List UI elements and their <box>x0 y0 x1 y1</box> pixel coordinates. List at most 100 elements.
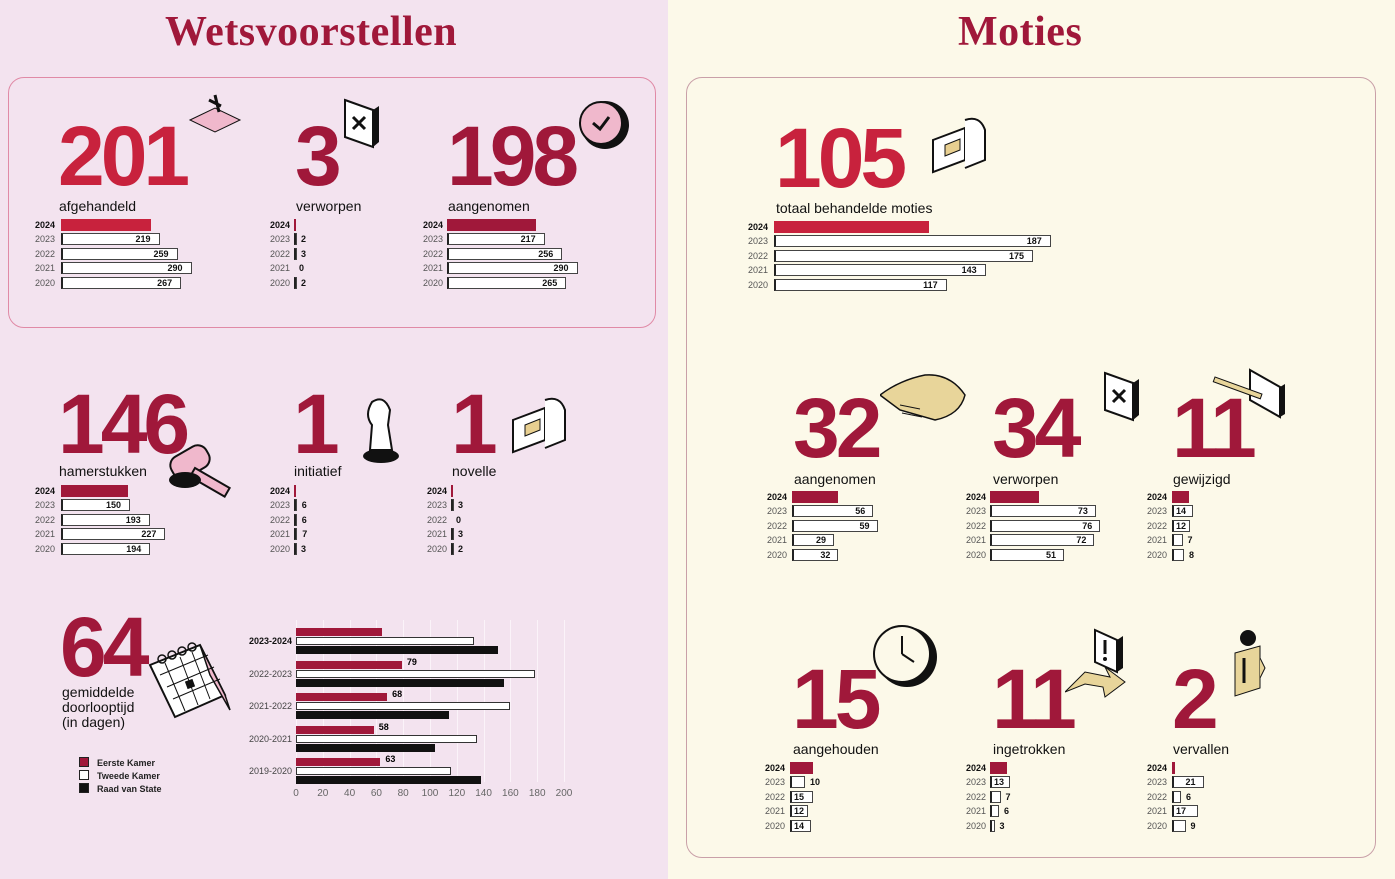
bar-eerste-kamer <box>296 725 374 734</box>
totaal-label: totaal behandelde moties <box>776 200 933 216</box>
bar-2023 <box>1172 776 1204 789</box>
year-label: 2021 <box>35 263 56 274</box>
year-label: 2024 <box>748 222 769 232</box>
afgehandeld-number: 201 <box>58 109 190 203</box>
x-tick-label: 180 <box>528 788 546 799</box>
bar-2023 <box>1172 505 1193 518</box>
bar-row: 2021 72 <box>966 534 1095 547</box>
year-label: 2021 <box>1147 806 1168 817</box>
bar-2020 <box>792 548 839 561</box>
category-label: 2020-2021 <box>248 733 292 744</box>
year-label: 2024 <box>1147 763 1168 773</box>
bar-value: 150 <box>106 500 122 511</box>
bar-row: 2021 0 <box>270 262 304 274</box>
x-tick-label: 100 <box>421 788 439 799</box>
bar-row: 2023 13 <box>966 776 1010 789</box>
bar-value: 117 <box>923 279 938 290</box>
year-label: 2024 <box>423 220 444 230</box>
bar-value: 32 <box>820 549 831 560</box>
info-arrow-icon <box>1234 630 1266 697</box>
category-label: 2019-2020 <box>248 766 292 776</box>
bar-value: 7 <box>1005 791 1011 802</box>
bar-row: 2022 6 <box>270 513 307 526</box>
bar-value: 227 <box>141 529 157 540</box>
bar-value: 3 <box>301 543 307 554</box>
data-label: 58 <box>378 721 389 732</box>
bar-tweede-kamer <box>296 734 477 743</box>
x-tick-label: 40 <box>344 788 356 799</box>
bar-raad-van-state <box>296 743 436 752</box>
year-label: 2024 <box>270 220 291 230</box>
bar-raad-van-state <box>296 711 449 719</box>
gewijzigd-number: 11 <box>1172 381 1257 475</box>
aangehouden-number: 15 <box>792 652 881 746</box>
bar-2023 <box>447 233 545 246</box>
bar-tweede-kamer <box>296 669 535 678</box>
year-label: 2020 <box>765 820 786 831</box>
bar-value: 10 <box>810 777 821 788</box>
gridline <box>430 620 431 782</box>
bar-2024 <box>792 491 839 503</box>
bar-2024 <box>990 762 1007 774</box>
bar-2024 <box>1172 491 1189 503</box>
bar-2022 <box>990 790 1001 803</box>
bar-2022 <box>774 249 1033 262</box>
year-label: 2020 <box>270 277 291 288</box>
year-label: 2023 <box>748 236 769 247</box>
year-label: 2024 <box>765 763 786 773</box>
category-label: 2023-2024 <box>248 636 292 646</box>
bar-row: 2021 290 <box>35 262 192 275</box>
legend-item: Raad van State <box>79 783 162 795</box>
approved-button-icon <box>579 101 629 149</box>
bar-value: 8 <box>1189 549 1195 560</box>
legend-label: Tweede Kamer <box>97 771 160 781</box>
bar-row: 2023 10 <box>765 776 820 789</box>
bar-row: 2023 3 <box>427 499 463 512</box>
handshake-icon <box>880 374 966 421</box>
year-label: 2023 <box>270 234 291 245</box>
bar-2020 <box>61 276 182 289</box>
year-label: 2020 <box>748 279 769 290</box>
x-tick-label: 120 <box>448 788 466 799</box>
calendar-icon <box>148 642 231 719</box>
year-label: 2022 <box>765 791 786 802</box>
year-label: 2023 <box>1147 506 1168 517</box>
gridline <box>483 620 485 782</box>
bar-row: 2023 73 <box>966 505 1096 518</box>
bar-2021 <box>990 534 1095 547</box>
gridline <box>564 620 565 782</box>
bar-value: 267 <box>157 277 173 288</box>
bar-2023 <box>451 499 454 512</box>
verworpen-label: verworpen <box>296 198 362 214</box>
m-aangenomen-label: aangenomen <box>794 471 876 487</box>
year-label: 2021 <box>765 806 786 817</box>
bar-row: 2021 143 <box>748 264 986 277</box>
year-label: 2021 <box>767 535 788 546</box>
bar-row: 2020 14 <box>765 819 811 832</box>
year-label: 2020 <box>270 543 291 554</box>
bar-2023 <box>990 505 1096 518</box>
clock-icon <box>873 625 937 687</box>
doorlooptijd-label: gemiddelde doorlooptijd (in dagen) <box>62 685 134 730</box>
bar-row: 2022 256 <box>423 247 563 260</box>
year-label: 2020 <box>966 549 987 560</box>
bar-2020 <box>451 542 454 555</box>
bar-row: 2020 265 <box>423 276 567 289</box>
section-title: Wetsvoorstellen <box>165 9 458 55</box>
bar-value: 217 <box>520 234 536 245</box>
bar-row: 2022 6 <box>1147 790 1191 803</box>
year-label: 2023 <box>1147 777 1168 788</box>
ingetrokken-number: 11 <box>992 652 1077 746</box>
legend-item: Eerste Kamer <box>79 757 155 769</box>
year-label: 2024 <box>966 763 987 773</box>
gridline <box>296 620 297 782</box>
bar-2023 <box>790 776 805 789</box>
initiatief-number: 1 <box>293 377 340 471</box>
bar-row: 2024 <box>35 219 152 231</box>
exclamation-arrow-icon <box>1065 628 1126 698</box>
bar-value: 2 <box>458 543 464 554</box>
bar-row: 2022 0 <box>427 514 461 526</box>
bar-row: 2024 <box>1147 762 1175 774</box>
legend-swatch <box>79 770 89 780</box>
label-line: doorlooptijd <box>62 699 135 715</box>
